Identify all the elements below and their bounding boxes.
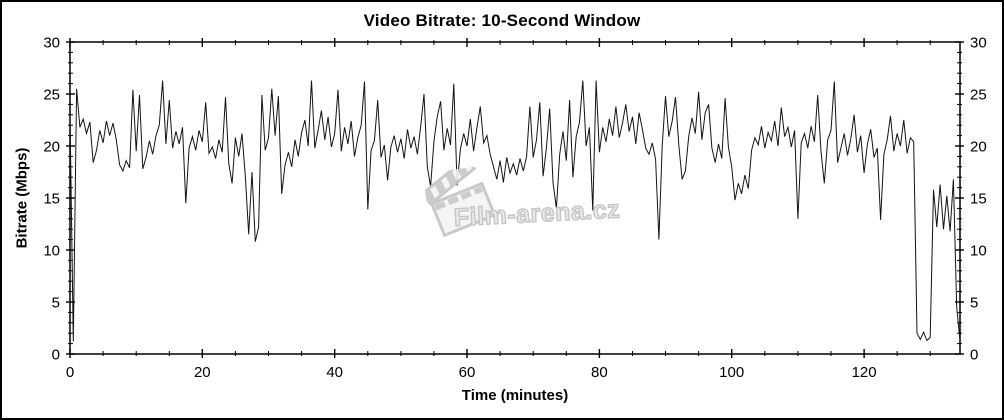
y-tick-label-left: 5 — [52, 295, 60, 312]
y-tick-label-left: 30 — [43, 35, 60, 52]
x-tick-label: 60 — [459, 364, 476, 381]
bitrate-line — [69, 80, 961, 342]
x-tick-label: 20 — [194, 364, 211, 381]
watermark: Film-arena.cz — [422, 162, 621, 253]
x-tick-label: 80 — [591, 364, 608, 381]
chart-title: Video Bitrate: 10-Second Window — [363, 11, 641, 30]
y-tick-label-left: 15 — [43, 191, 60, 208]
y-tick-label-left: 10 — [43, 243, 60, 260]
y-tick-label-right: 20 — [970, 139, 987, 156]
x-axis-title: Time (minutes) — [461, 387, 569, 404]
y-tick-label-right: 15 — [970, 191, 987, 208]
x-tick-label: 0 — [66, 364, 74, 381]
y-tick-label-right: 30 — [970, 35, 987, 52]
x-tick-label: 100 — [719, 364, 744, 381]
y-tick-label-right: 0 — [970, 347, 978, 364]
x-tick-label: 40 — [326, 364, 343, 381]
y-tick-label-left: 0 — [52, 347, 60, 364]
y-tick-label-left: 20 — [43, 139, 60, 156]
y-tick-label-right: 25 — [970, 87, 987, 104]
y-tick-label-right: 10 — [970, 243, 987, 260]
x-tick-label: 120 — [852, 364, 877, 381]
y-tick-label-right: 5 — [970, 295, 978, 312]
y-tick-label-left: 25 — [43, 87, 60, 104]
